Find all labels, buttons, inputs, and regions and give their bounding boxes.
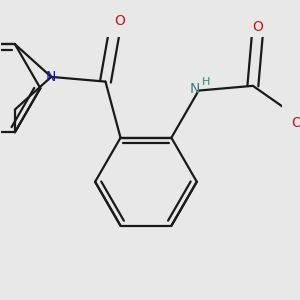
- Text: O: O: [252, 20, 263, 34]
- Text: O: O: [291, 116, 300, 130]
- Text: H: H: [202, 77, 210, 87]
- Text: N: N: [46, 70, 56, 84]
- Text: O: O: [114, 14, 125, 28]
- Text: N: N: [189, 82, 200, 96]
